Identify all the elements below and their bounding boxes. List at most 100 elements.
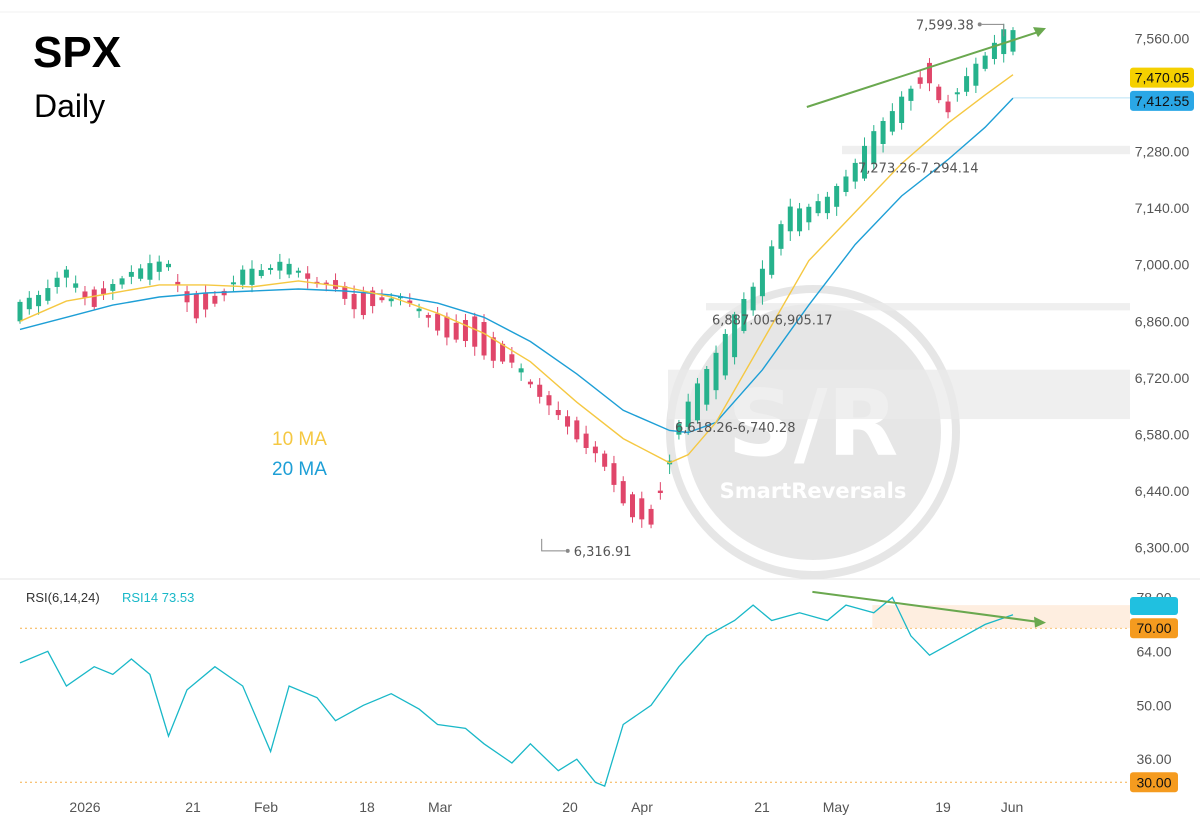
candle-body (370, 290, 376, 307)
time-tick-label: Feb (254, 799, 278, 815)
candle-body (277, 261, 283, 271)
candle-body (462, 320, 468, 342)
candle-body (119, 278, 125, 285)
sr-zone-band-2 (706, 303, 1130, 311)
ma10-price-badge: 7,470.05 (1130, 67, 1194, 88)
candle-body (342, 286, 348, 299)
candle-body (212, 295, 218, 304)
rsi-indicator-title: RSI(6,14,24) (26, 590, 100, 605)
candle-body (481, 322, 487, 356)
rsi-current-badge-bg (1130, 597, 1178, 616)
time-tick-label: 21 (185, 799, 201, 815)
rsi-trend-arrow-line (812, 590, 1037, 623)
candle-body (101, 288, 107, 294)
candle-body (184, 291, 190, 303)
candle-body (759, 268, 765, 297)
candle-body (824, 196, 830, 214)
rsi-level-70-badge-text: 70.00 (1136, 620, 1171, 636)
candle-body (26, 297, 32, 310)
candle-body (871, 131, 877, 165)
high-marker-line (981, 23, 1005, 37)
candle-body (527, 381, 533, 385)
ticker-title: SPX (33, 28, 121, 77)
candle-body (416, 308, 422, 312)
candle-body (732, 314, 738, 358)
candle-body (240, 269, 246, 285)
sr-zone-band-3 (668, 369, 1130, 420)
time-tick-label: Apr (631, 799, 653, 815)
candle-body (630, 494, 636, 518)
candle-body (203, 292, 209, 310)
candle-body (917, 77, 923, 84)
candle-body (787, 206, 793, 232)
rsi-tick-label: 50.00 (1136, 697, 1171, 713)
candle-body (611, 463, 617, 485)
candle-body (351, 294, 357, 310)
candle-body (676, 423, 682, 435)
candle-body (982, 55, 988, 69)
candle-body (138, 268, 144, 279)
candle-body (230, 282, 236, 285)
candle-body (54, 277, 60, 287)
candle-body (221, 290, 227, 296)
price-tick-label: 7,280.00 (1135, 143, 1190, 159)
candle-body (500, 343, 506, 362)
candle-body (425, 314, 431, 318)
watermark-brand: SmartReversals (720, 479, 907, 503)
candle-body (165, 263, 171, 268)
candle-body (991, 42, 997, 59)
rsi14-value: 73.53 (162, 590, 195, 605)
price-annotations: 7,599.38 6,316.91 7,273.26-7,294.14 6,887.0… (541, 18, 1046, 560)
sr-zone-label-1: 7,273.26-7,294.14 (858, 162, 978, 177)
watermark-disc (685, 304, 941, 560)
candles (17, 23, 1016, 529)
rsi-tick-label: 64.00 (1136, 643, 1171, 659)
candle-body (444, 316, 450, 338)
sr-zone-label-2: 6,887.00-6,905.17 (712, 313, 832, 328)
period-label: Daily (34, 88, 105, 124)
candle-body (193, 293, 199, 319)
candle-body (45, 288, 51, 301)
high-marker-dot (977, 22, 982, 27)
candle-body (128, 271, 134, 277)
ma20-line (19, 97, 1014, 434)
candle-body (490, 337, 496, 361)
candle-body (91, 289, 97, 307)
candle-body (657, 490, 663, 494)
candle-body (954, 92, 960, 95)
candle-body (862, 145, 868, 179)
low-price-label: 6,316.91 (574, 545, 632, 560)
candle-body (574, 420, 580, 440)
candle-body (889, 111, 895, 132)
rsi-trend-arrowhead (1034, 616, 1046, 628)
candle-body (815, 201, 821, 214)
price-tick-label: 6,300.00 (1135, 540, 1190, 556)
candle-body (175, 281, 181, 286)
candle-body (17, 301, 23, 322)
candle-body (583, 433, 589, 448)
candle-body (73, 283, 79, 288)
candle-body (936, 86, 942, 101)
candle-body (926, 62, 932, 84)
candle-body (880, 120, 886, 144)
legend-ma20: 20 MA (272, 459, 327, 480)
candle-body (156, 261, 162, 272)
rsi14-label: RSI14 73.53 (122, 590, 194, 605)
candle-body (899, 96, 905, 124)
price-tick-label: 6,860.00 (1135, 313, 1190, 329)
time-tick-label: Jun (1001, 799, 1024, 815)
candle-body (704, 369, 710, 405)
candle-body (648, 508, 654, 525)
ma20-price-badge: 7,412.55 (1130, 90, 1194, 111)
price-tick-label: 6,720.00 (1135, 370, 1190, 386)
sr-zone-band-1 (842, 145, 1130, 155)
candle-body (63, 269, 69, 278)
candle-body (908, 88, 914, 101)
sr-zone-label-3: 6,618.26-6,740.28 (675, 421, 795, 436)
rsi-tick-label: 36.00 (1136, 751, 1171, 767)
candle-body (713, 352, 719, 391)
candle-body (82, 291, 88, 298)
price-axis: 7,560.00 7,280.00 7,140.00 7,000.00 6,860.00… (1013, 30, 1194, 556)
rsi-level-30-badge-text: 30.00 (1136, 774, 1171, 790)
candle-body (620, 481, 626, 504)
